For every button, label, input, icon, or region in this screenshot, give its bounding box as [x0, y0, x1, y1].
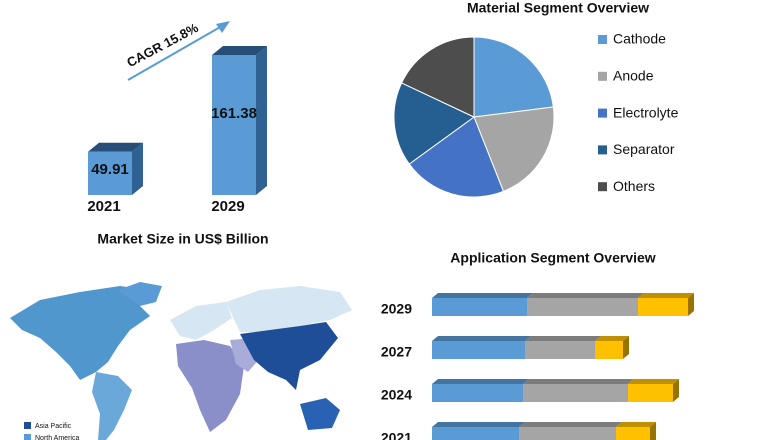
pie-slice — [393, 82, 475, 165]
value-label: 161.38 — [211, 105, 257, 122]
bar — [212, 55, 256, 195]
bar-side — [688, 293, 694, 316]
bar-top — [432, 293, 533, 298]
map-russia — [226, 286, 352, 332]
map-asia-pacific — [240, 322, 338, 390]
bar-top — [432, 336, 531, 341]
bar-segment — [432, 341, 525, 359]
bar-top — [595, 336, 629, 341]
world-map — [10, 282, 352, 440]
map-ocean-land-north-america — [10, 286, 150, 380]
legend-swatch — [598, 108, 607, 118]
bar-top — [525, 336, 601, 341]
chart-title: Application Segment Overview — [450, 250, 655, 266]
map-greenland — [118, 282, 162, 306]
bar-segment — [628, 384, 673, 402]
legend-swatch — [598, 71, 607, 81]
map-africa — [176, 340, 244, 432]
bar-segment — [519, 427, 616, 440]
map-south-america — [92, 372, 132, 440]
legend-label: Others — [613, 178, 655, 194]
pie-slice — [473, 106, 555, 193]
y-tick-label: 2024 — [381, 387, 412, 403]
bar-side — [673, 379, 679, 402]
bar-segment — [525, 341, 595, 359]
y-tick-label: 2021 — [381, 430, 412, 440]
bar-segment — [432, 427, 519, 440]
y-tick-label: 2029 — [381, 301, 412, 317]
bar-segment — [595, 341, 623, 359]
pie-slice — [473, 36, 554, 118]
bar-top — [432, 422, 525, 427]
bar-top — [523, 379, 634, 384]
bar-top — [628, 379, 679, 384]
x-tick-label: 2029 — [211, 198, 244, 215]
bar-top — [432, 379, 529, 384]
legend-label: Cathode — [613, 31, 666, 47]
bar-top — [616, 422, 656, 427]
chart-title: Market Size in US$ Billion — [97, 231, 268, 247]
map-europe — [170, 302, 232, 340]
y-tick-label: 2027 — [381, 344, 412, 360]
chart-title: Material Segment Overview — [467, 0, 649, 16]
bar-side — [256, 46, 267, 195]
cagr-arrow — [127, 25, 223, 81]
bar-top — [638, 293, 694, 298]
x-tick-label: 2021 — [87, 198, 120, 215]
legend-label: North America — [35, 435, 79, 440]
bar-segment — [523, 384, 628, 402]
bar-segment — [432, 384, 523, 402]
legend-swatch — [24, 434, 31, 440]
legend-label: Electrolyte — [613, 104, 679, 120]
bar-side — [650, 422, 656, 440]
legend-label: Separator — [613, 141, 675, 157]
bar — [88, 151, 132, 195]
bar-segment — [527, 298, 638, 316]
bar-top — [527, 293, 644, 298]
bar-side — [132, 142, 143, 195]
legend-label: Anode — [613, 68, 654, 84]
bar-segment — [432, 298, 527, 316]
pie-slice — [408, 116, 505, 198]
legend-label: Asia Pacific — [35, 423, 72, 430]
bar-top — [212, 46, 267, 55]
map-oceania — [300, 398, 340, 430]
legend-swatch — [24, 422, 31, 429]
bar-top — [519, 422, 622, 427]
legend-swatch — [598, 145, 607, 155]
bar-side — [623, 336, 629, 359]
bar-segment — [638, 298, 688, 316]
value-label: 49.91 — [91, 161, 129, 178]
bar-top — [88, 142, 143, 152]
pie-slice — [400, 36, 475, 118]
cagr-arrowhead — [216, 21, 230, 33]
bar-segment — [616, 427, 650, 440]
legend-swatch — [598, 182, 607, 192]
legend-swatch — [598, 35, 607, 44]
